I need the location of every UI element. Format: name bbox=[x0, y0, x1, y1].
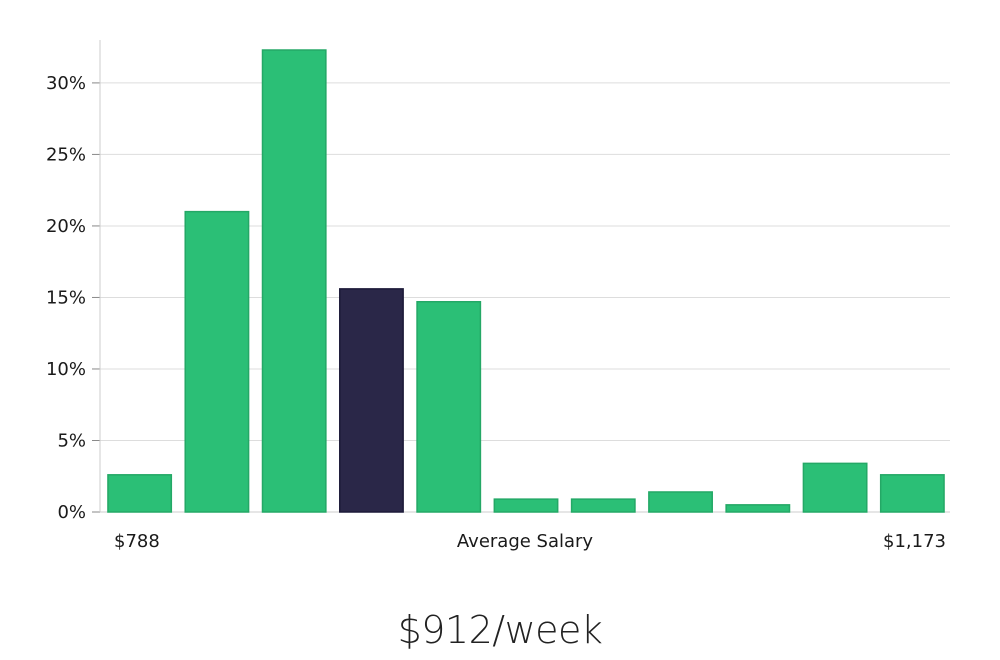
y-axis: 0% 5% 10% 15% 20% 25% 30% bbox=[46, 40, 101, 523]
bar bbox=[184, 210, 250, 513]
bar bbox=[493, 498, 559, 513]
bar bbox=[879, 474, 945, 513]
x-start-label: $788 bbox=[114, 531, 160, 552]
bar bbox=[261, 49, 327, 513]
y-tick-label: 0% bbox=[57, 502, 86, 523]
y-tick-label: 5% bbox=[57, 430, 86, 451]
bar bbox=[570, 498, 636, 513]
average-salary-value: $912/week bbox=[397, 608, 603, 652]
x-axis-labels: $788 Average Salary $1,173 bbox=[114, 531, 946, 552]
bar bbox=[648, 491, 713, 513]
bar bbox=[416, 300, 482, 513]
bar bbox=[107, 474, 173, 513]
bars bbox=[107, 49, 945, 513]
bar bbox=[802, 462, 868, 513]
y-tick-label: 10% bbox=[46, 359, 86, 380]
y-tick-label: 15% bbox=[46, 287, 86, 308]
bar bbox=[725, 504, 791, 513]
y-tick-label: 30% bbox=[46, 73, 86, 94]
y-tick-label: 20% bbox=[46, 216, 86, 237]
y-tick-label: 25% bbox=[46, 144, 86, 165]
x-axis-title: Average Salary bbox=[457, 531, 594, 552]
salary-histogram: 0% 5% 10% 15% 20% 25% 30% $788 Average Salary … bbox=[46, 40, 950, 552]
x-end-label: $1,173 bbox=[883, 531, 946, 552]
bar-highlighted bbox=[339, 288, 404, 513]
